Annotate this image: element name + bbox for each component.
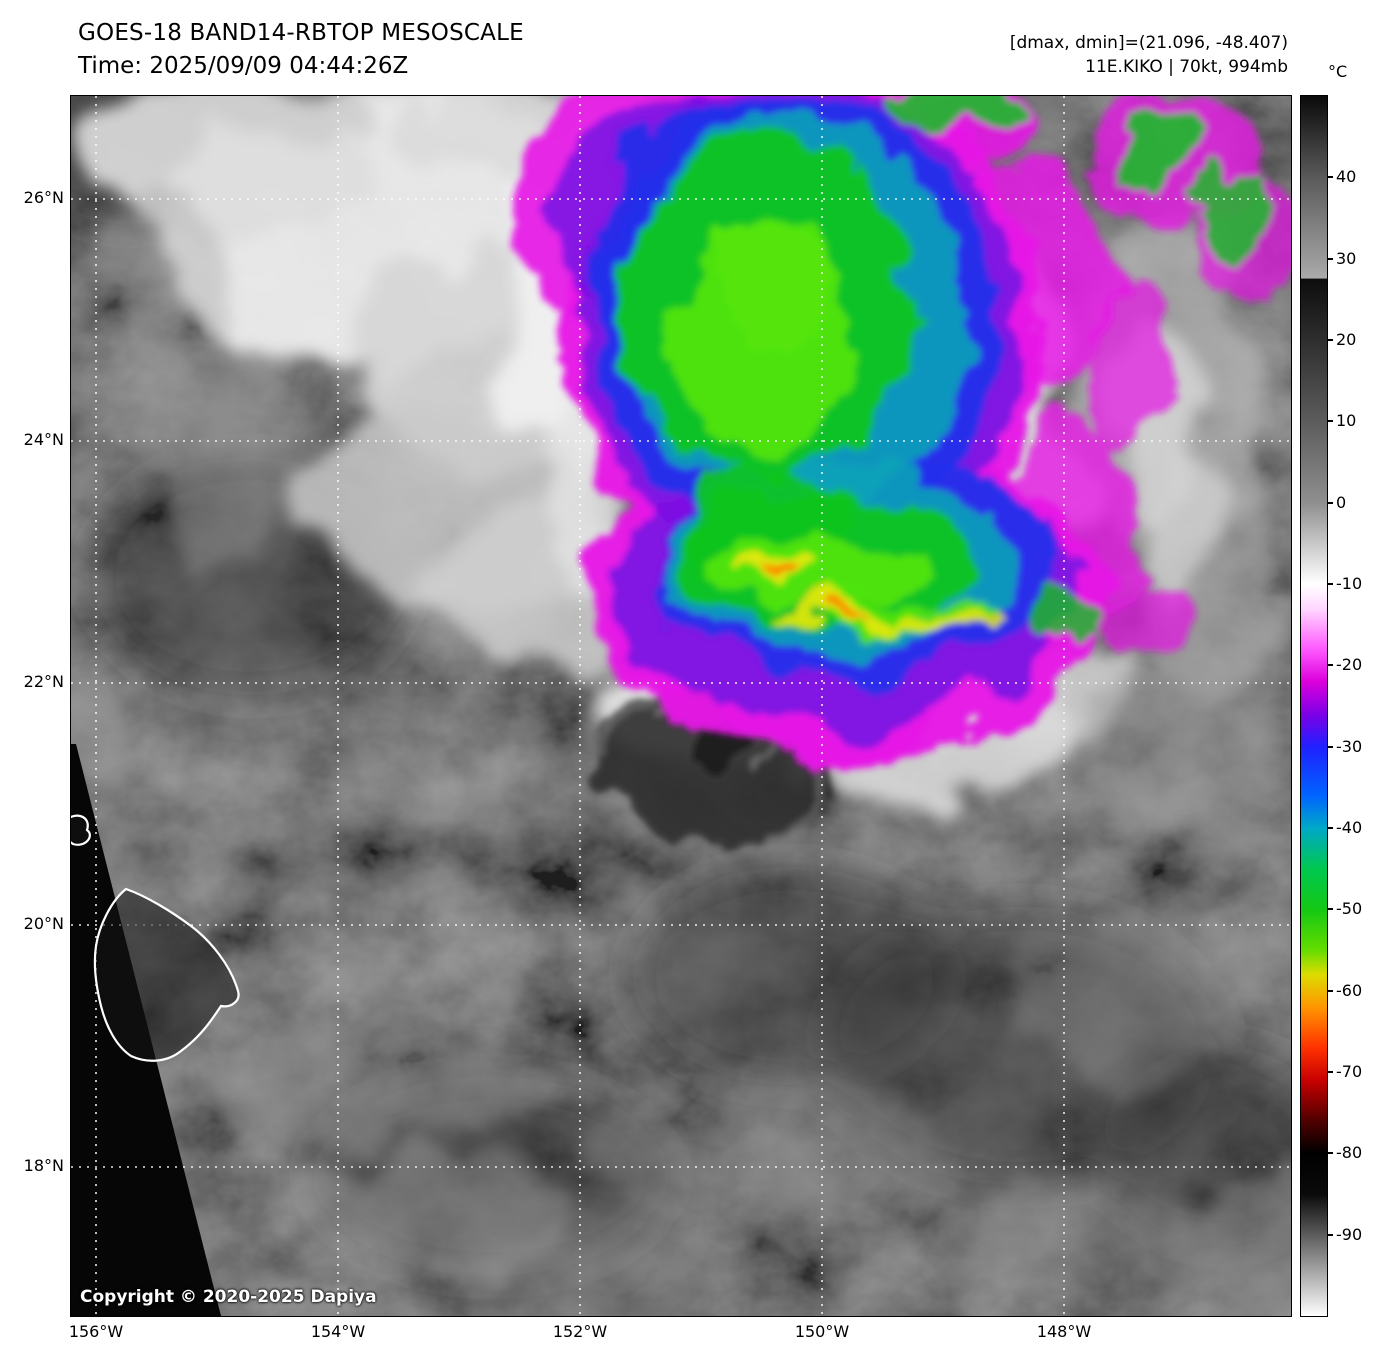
lon-label-156w: 156°W — [68, 1322, 124, 1341]
lon-label-150w: 150°W — [794, 1322, 850, 1341]
lat-label-20n: 20°N — [23, 914, 64, 933]
lon-label-154w: 154°W — [310, 1322, 366, 1341]
storm-colored-cloud-tops — [511, 96, 1291, 766]
colorbar — [1300, 95, 1328, 1317]
page-title: GOES-18 BAND14-RBTOP MESOSCALE — [78, 20, 524, 46]
lat-label-18n: 18°N — [23, 1156, 64, 1175]
timestamp: Time: 2025/09/09 04:44:26Z — [78, 53, 409, 79]
dmax-dmin-readout: [dmax, dmin]=(21.096, -48.407) — [1009, 33, 1288, 53]
satellite-imagery — [71, 96, 1291, 1316]
maui-outline — [71, 814, 91, 846]
colorbar-unit-label: °C — [1328, 62, 1348, 81]
grid-lines — [71, 96, 1291, 1316]
colorbar-tick-label: -10 — [1326, 574, 1363, 593]
lon-label-148w: 148°W — [1036, 1322, 1092, 1341]
colorbar-tick-label: -30 — [1326, 736, 1363, 756]
lon-label-152w: 152°W — [552, 1322, 608, 1341]
colorbar-tick-label: -90 — [1326, 1224, 1363, 1244]
lat-label-26n: 26°N — [23, 188, 64, 207]
colorbar-tick-label: 20 — [1326, 330, 1357, 349]
satellite-map-image: Copyright © 2020-2025 Dapiya — [70, 95, 1292, 1317]
colorbar-tick-label: -40 — [1326, 818, 1363, 837]
colorbar-tick-label: -70 — [1326, 1062, 1363, 1081]
colorbar-ticks: 40 30 20 10 0 -10 -20 -30 -40 -50 -60 -70 -80 -90 — [1326, 96, 1390, 1316]
colorbar-tick-label: 40 — [1326, 167, 1357, 187]
colorbar-tick-label: 10 — [1326, 411, 1357, 431]
storm-readout: 11E.KIKO | 70kt, 994mb — [1085, 57, 1288, 77]
colorbar-tick-label: 0 — [1326, 492, 1347, 512]
colorbar-tick-label: 30 — [1326, 248, 1357, 268]
colorbar-tick-label: -50 — [1326, 899, 1363, 919]
big-island-outline — [93, 887, 240, 1062]
lat-label-24n: 24°N — [23, 430, 64, 449]
copyright: Copyright © 2020-2025 Dapiya — [80, 1287, 377, 1307]
colorbar-tick-label: -80 — [1326, 1143, 1363, 1163]
colorbar-tick-label: -60 — [1326, 980, 1363, 1000]
colorbar-tick-label: -20 — [1326, 655, 1363, 675]
lat-label-22n: 22°N — [23, 672, 64, 691]
